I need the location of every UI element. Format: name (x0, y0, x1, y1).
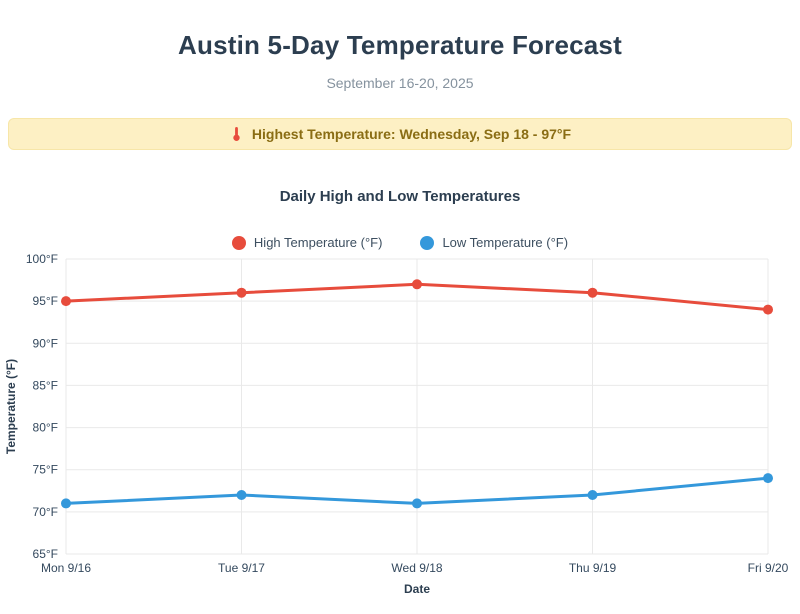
y-tick-label: 95°F (33, 294, 58, 308)
low-series-point[interactable] (61, 498, 71, 509)
highest-temperature-banner: Highest Temperature: Wednesday, Sep 18 -… (8, 118, 792, 150)
low-series-point[interactable] (412, 498, 422, 509)
x-tick-label: Wed 9/18 (391, 561, 442, 575)
chart-title: Daily High and Low Temperatures (279, 188, 521, 205)
y-tick-label: 80°F (33, 421, 58, 435)
high-series-point[interactable] (236, 287, 247, 298)
low-series-point[interactable] (587, 490, 598, 500)
legend-item-high[interactable]: High Temperature (°F) (231, 235, 383, 250)
temperature-line-chart: Mon 9/16 Tue 9/17 Wed 9/18 Thu 9/19 Fri 9/20… (4, 252, 789, 596)
legend-label-low: Low Temperature (°F) (442, 235, 569, 250)
y-tick-label: 90°F (33, 336, 58, 350)
high-series-point[interactable] (61, 296, 71, 307)
low-series-point[interactable] (236, 490, 247, 500)
chart-legend: High Temperature (°F) Low Temperature (°… (0, 235, 800, 250)
page-title: Austin 5-Day Temperature Forecast (178, 30, 622, 60)
x-axis-title: Date (404, 582, 430, 596)
high-series-point[interactable] (412, 279, 422, 290)
legend-item-low[interactable]: Low Temperature (°F) (420, 235, 568, 250)
high-series-legend-dot (231, 235, 246, 250)
x-tick-label: Thu 9/19 (569, 561, 617, 575)
thermometer-icon (229, 126, 244, 142)
x-tick-label: Mon 9/16 (41, 561, 91, 575)
x-tick-label: Tue 9/17 (218, 561, 265, 575)
y-tick-label: 75°F (33, 463, 58, 477)
y-tick-label: 65°F (33, 547, 58, 561)
high-series-point[interactable] (763, 304, 773, 315)
y-tick-label: 70°F (33, 505, 58, 519)
y-axis-title: Temperature (°F) (4, 359, 18, 454)
y-tick-label: 85°F (33, 378, 58, 392)
low-series-point[interactable] (763, 473, 773, 484)
high-series-point[interactable] (587, 287, 598, 298)
banner-message: Highest Temperature: Wednesday, Sep 18 -… (251, 126, 572, 142)
x-tick-label: Fri 9/20 (748, 561, 789, 575)
low-series-legend-dot (420, 235, 435, 250)
y-tick-label: 100°F (26, 252, 58, 266)
legend-label-high: High Temperature (°F) (253, 235, 383, 250)
page-subtitle: September 16-20, 2025 (326, 75, 474, 91)
